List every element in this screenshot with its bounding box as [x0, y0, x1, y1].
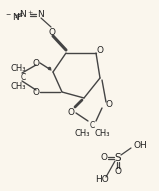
- Text: CH₃: CH₃: [94, 129, 110, 138]
- Text: C: C: [21, 73, 26, 82]
- Text: O: O: [114, 168, 121, 176]
- Text: O: O: [32, 58, 39, 67]
- Text: N$^+$: N$^+$: [19, 9, 33, 20]
- Text: $^-$N: $^-$N: [4, 11, 20, 22]
- Text: C: C: [89, 121, 95, 129]
- Text: O: O: [106, 100, 113, 108]
- Text: CH₃: CH₃: [74, 129, 90, 138]
- Text: O: O: [97, 45, 104, 54]
- Text: O: O: [48, 28, 55, 36]
- Text: CH₃: CH₃: [10, 63, 26, 73]
- Text: O: O: [100, 154, 107, 163]
- Text: N: N: [37, 10, 43, 19]
- Text: OH: OH: [134, 142, 148, 151]
- Text: O: O: [32, 87, 39, 96]
- Text: O: O: [68, 108, 75, 117]
- Text: HO: HO: [95, 176, 109, 185]
- Text: CH₃: CH₃: [10, 82, 26, 91]
- Text: S: S: [115, 153, 121, 163]
